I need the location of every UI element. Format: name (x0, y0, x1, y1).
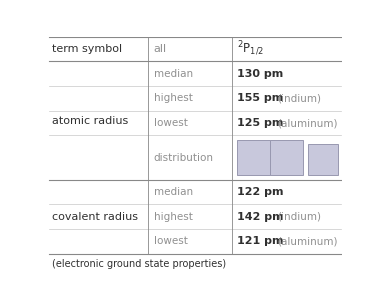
Bar (270, 140, 303, 175)
Text: (electronic ground state properties): (electronic ground state properties) (52, 259, 226, 268)
Text: 155 pm: 155 pm (238, 93, 284, 103)
Text: all: all (154, 44, 167, 54)
Text: 130 pm: 130 pm (238, 69, 284, 79)
Bar (238, 140, 270, 175)
Text: highest: highest (154, 93, 192, 103)
Text: median: median (154, 187, 193, 197)
Text: atomic radius: atomic radius (52, 116, 128, 126)
Bar (309, 144, 338, 175)
Text: term symbol: term symbol (52, 44, 122, 54)
Text: covalent radius: covalent radius (52, 212, 138, 222)
Text: 122 pm: 122 pm (238, 187, 284, 197)
Text: highest: highest (154, 212, 192, 222)
Text: (indium): (indium) (277, 93, 321, 103)
Text: 142 pm: 142 pm (238, 212, 284, 222)
Text: (aluminum): (aluminum) (277, 236, 338, 246)
Text: median: median (154, 69, 193, 79)
Text: (indium): (indium) (277, 212, 321, 222)
Text: 125 pm: 125 pm (238, 118, 284, 128)
Text: lowest: lowest (154, 236, 187, 246)
Text: $^{2}$P$_{1/2}$: $^{2}$P$_{1/2}$ (238, 40, 264, 58)
Text: lowest: lowest (154, 118, 187, 128)
Text: distribution: distribution (154, 152, 214, 163)
Text: 121 pm: 121 pm (238, 236, 284, 246)
Text: (aluminum): (aluminum) (277, 118, 338, 128)
